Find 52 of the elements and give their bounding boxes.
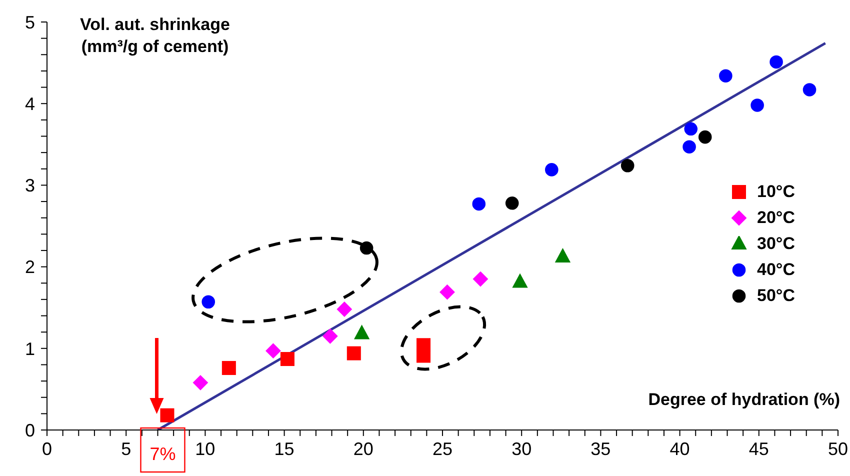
point: [682, 140, 696, 154]
x-tick-label: 15: [274, 438, 294, 459]
point: [360, 241, 374, 255]
point: [472, 197, 486, 211]
point: [472, 272, 488, 287]
x-tick-label: 25: [432, 438, 453, 459]
point: [266, 343, 281, 358]
x-tick-label: 0: [42, 438, 52, 459]
y-tick-label: 1: [24, 338, 35, 359]
x-axis-title: Degree of hydration (%): [648, 390, 840, 410]
point: [192, 375, 208, 390]
point: [336, 302, 352, 317]
x-tick-label: 30: [512, 438, 532, 459]
legend-label: 50°C: [757, 286, 795, 306]
legend-label: 10°C: [757, 182, 795, 202]
x-tick-label: 20: [353, 438, 374, 459]
y-tick-label: 2: [24, 257, 35, 278]
point: [698, 130, 712, 144]
point: [545, 163, 558, 176]
point: [160, 408, 174, 422]
legend-label: 30°C: [757, 234, 795, 254]
y-tick-label: 4: [24, 94, 35, 114]
point: [512, 274, 528, 288]
y-tick-label: 0: [24, 420, 35, 440]
point: [322, 328, 338, 344]
y-axis-title: Vol. aut. shrinkage (mm³/g of cement): [79, 14, 231, 58]
point: [719, 69, 732, 83]
x-tick-label: 35: [590, 438, 611, 459]
point: [440, 284, 455, 300]
x-tick-label: 40: [670, 438, 690, 459]
annotation: 7%: [150, 444, 176, 464]
x-tick-label: 45: [748, 438, 769, 459]
point: [505, 196, 519, 210]
legend-label: 40°C: [757, 260, 795, 280]
point: [750, 98, 764, 112]
point: [222, 360, 236, 375]
y-tick-label: 5: [24, 12, 35, 32]
point: [802, 83, 816, 96]
point: [555, 248, 570, 263]
x-tick-label: 10: [195, 438, 216, 459]
point: [620, 158, 634, 172]
point: [684, 122, 698, 136]
point: [280, 352, 294, 366]
y-tick-label: 3: [24, 176, 35, 196]
point: [354, 325, 370, 340]
x-tick-label: 50: [828, 438, 848, 459]
point: [416, 348, 431, 363]
legend-label: 20°C: [757, 208, 795, 228]
point: [770, 55, 783, 69]
x-tick-label: 5: [121, 438, 132, 459]
point: [346, 346, 361, 360]
point: [202, 295, 216, 309]
